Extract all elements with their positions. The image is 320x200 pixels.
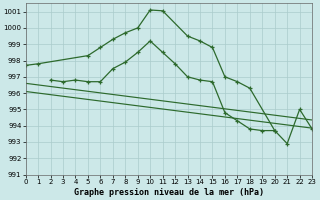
- X-axis label: Graphe pression niveau de la mer (hPa): Graphe pression niveau de la mer (hPa): [74, 188, 264, 197]
